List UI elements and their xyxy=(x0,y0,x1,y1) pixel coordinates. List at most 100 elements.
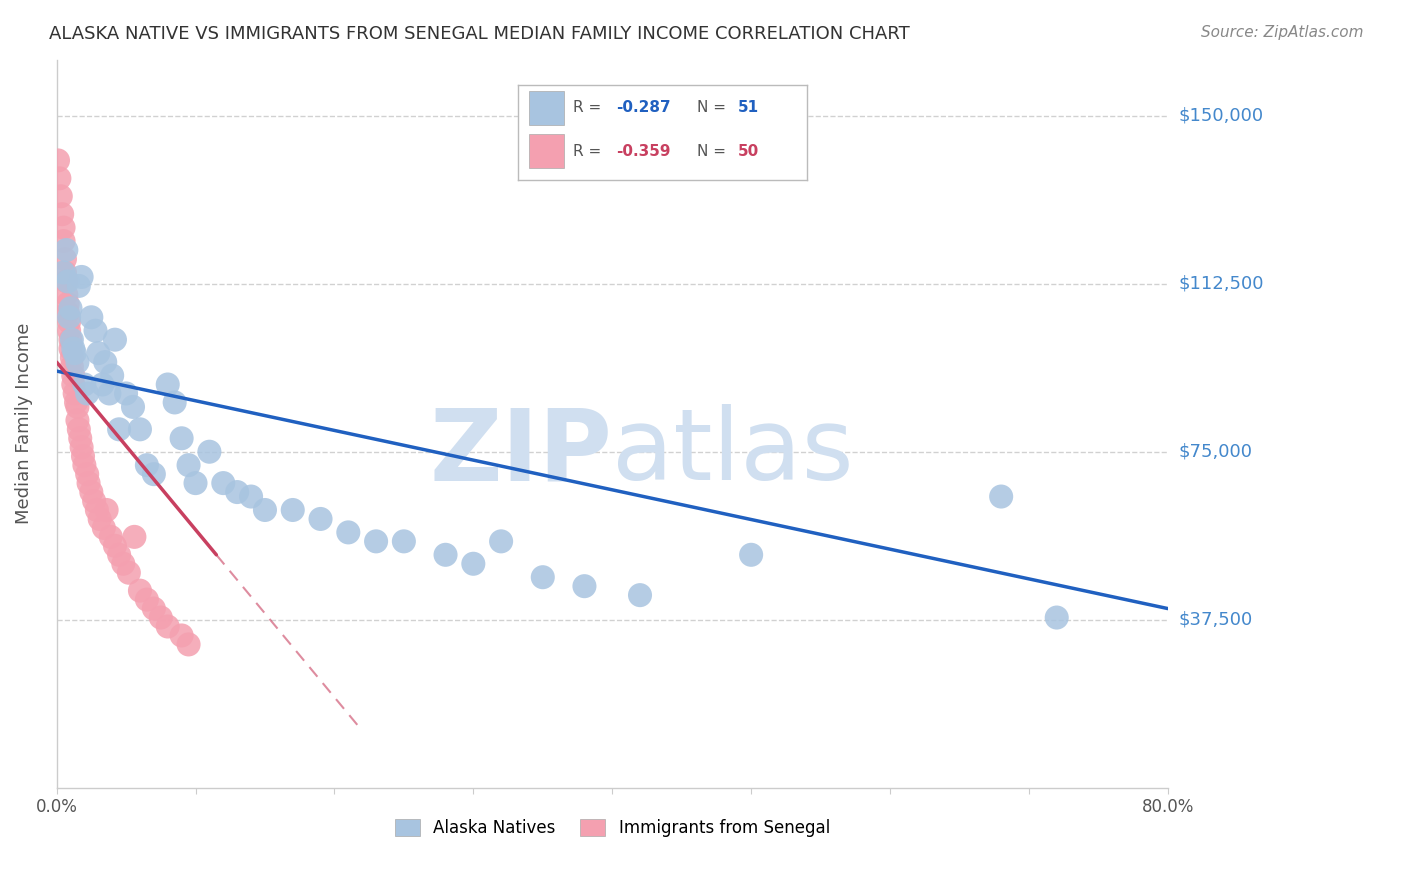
Point xyxy=(52,220,75,235)
Point xyxy=(990,490,1012,504)
Point xyxy=(58,310,80,325)
Point xyxy=(156,619,179,633)
Point xyxy=(83,494,105,508)
Point xyxy=(184,476,207,491)
Point xyxy=(51,207,73,221)
Point xyxy=(91,377,114,392)
Text: Source: ZipAtlas.com: Source: ZipAtlas.com xyxy=(1201,25,1364,40)
Point xyxy=(98,386,121,401)
Point xyxy=(77,476,100,491)
Point xyxy=(63,346,86,360)
Point xyxy=(170,628,193,642)
Point xyxy=(240,490,263,504)
Text: $37,500: $37,500 xyxy=(1180,611,1253,629)
Point xyxy=(80,485,103,500)
Point xyxy=(84,324,107,338)
Point xyxy=(76,386,98,401)
Point xyxy=(226,485,249,500)
Point xyxy=(108,422,131,436)
Point xyxy=(531,570,554,584)
Point xyxy=(80,310,103,325)
Text: atlas: atlas xyxy=(612,404,853,501)
Point xyxy=(100,530,122,544)
Point xyxy=(434,548,457,562)
Point xyxy=(163,395,186,409)
Point xyxy=(628,588,651,602)
Point xyxy=(53,252,76,266)
Point xyxy=(170,431,193,445)
Point xyxy=(56,297,79,311)
Point xyxy=(66,355,89,369)
Point xyxy=(46,153,69,168)
Point xyxy=(58,324,80,338)
Point xyxy=(59,342,82,356)
Point xyxy=(73,458,96,472)
Point xyxy=(309,512,332,526)
Point xyxy=(66,400,89,414)
Point xyxy=(62,377,84,392)
Point xyxy=(60,333,83,347)
Point xyxy=(49,189,72,203)
Point xyxy=(177,637,200,651)
Point xyxy=(55,275,77,289)
Point xyxy=(55,243,77,257)
Point xyxy=(108,548,131,562)
Point xyxy=(66,413,89,427)
Point xyxy=(56,306,79,320)
Point xyxy=(60,351,83,365)
Point xyxy=(59,333,82,347)
Point xyxy=(52,234,75,248)
Point xyxy=(212,476,235,491)
Point xyxy=(69,431,91,445)
Point xyxy=(59,301,82,316)
Point xyxy=(101,368,124,383)
Point xyxy=(740,548,762,562)
Point xyxy=(392,534,415,549)
Point xyxy=(463,557,485,571)
Point xyxy=(129,422,152,436)
Point xyxy=(60,359,83,374)
Point xyxy=(70,440,93,454)
Point xyxy=(1046,610,1069,624)
Point xyxy=(58,315,80,329)
Point xyxy=(253,503,276,517)
Y-axis label: Median Family Income: Median Family Income xyxy=(15,323,32,524)
Point xyxy=(73,377,96,392)
Point xyxy=(337,525,360,540)
Point xyxy=(53,265,76,279)
Point xyxy=(67,422,90,436)
Point xyxy=(62,342,84,356)
Point xyxy=(135,458,157,472)
Point xyxy=(177,458,200,472)
Text: ZIP: ZIP xyxy=(429,404,612,501)
Text: $112,500: $112,500 xyxy=(1180,275,1264,293)
Point xyxy=(115,386,138,401)
Point xyxy=(67,279,90,293)
Point xyxy=(94,355,117,369)
Point xyxy=(89,512,111,526)
Text: ALASKA NATIVE VS IMMIGRANTS FROM SENEGAL MEDIAN FAMILY INCOME CORRELATION CHART: ALASKA NATIVE VS IMMIGRANTS FROM SENEGAL… xyxy=(49,25,910,43)
Point xyxy=(63,386,86,401)
Point xyxy=(104,539,127,553)
Point xyxy=(142,601,165,615)
Point xyxy=(364,534,387,549)
Point xyxy=(70,269,93,284)
Point xyxy=(86,503,108,517)
Point xyxy=(96,503,118,517)
Point xyxy=(48,171,70,186)
Point xyxy=(93,521,115,535)
Point xyxy=(135,592,157,607)
Point xyxy=(55,288,77,302)
Point xyxy=(87,346,110,360)
Point xyxy=(52,265,75,279)
Point xyxy=(72,449,94,463)
Text: $150,000: $150,000 xyxy=(1180,107,1264,125)
Point xyxy=(65,395,87,409)
Legend: Alaska Natives, Immigrants from Senegal: Alaska Natives, Immigrants from Senegal xyxy=(387,810,838,845)
Point xyxy=(76,467,98,482)
Point xyxy=(62,368,84,383)
Point xyxy=(104,333,127,347)
Point xyxy=(118,566,141,580)
Point xyxy=(124,530,146,544)
Point xyxy=(122,400,145,414)
